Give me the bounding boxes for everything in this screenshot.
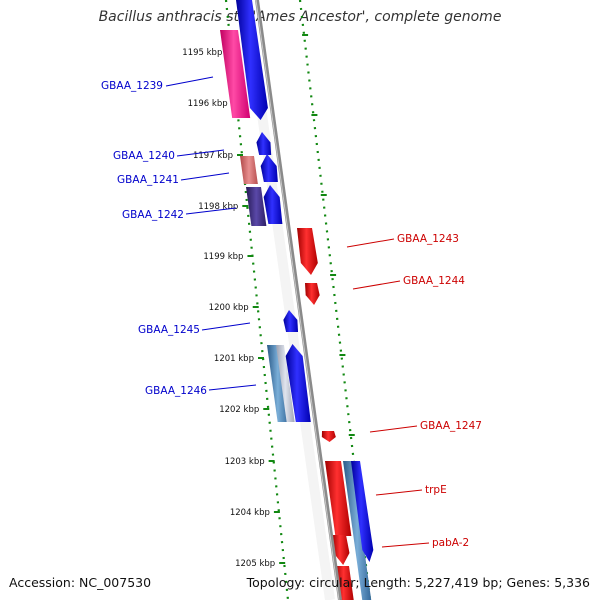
gene-steel-right bbox=[343, 461, 372, 600]
accession-text: Accession: NC_007530 bbox=[9, 575, 152, 590]
gene-label-reverse: pabA-2 bbox=[432, 537, 469, 549]
tick-label: 1200 kbp bbox=[209, 303, 249, 313]
gene-silver bbox=[276, 345, 295, 422]
genome-backbone-shine bbox=[255, 0, 340, 600]
gene-blue-right bbox=[351, 461, 374, 562]
gene-label-reverse: GBAA_1243 bbox=[397, 233, 459, 245]
tick-label: 1198 kbp bbox=[198, 202, 238, 212]
gene-labels: GBAA_1239 GBAA_1240 GBAA_1241 GBAA_1242 GBAA… bbox=[101, 76, 482, 549]
gene-gbaa-1247 bbox=[321, 431, 336, 442]
gene-gbaa-1240 bbox=[256, 132, 272, 155]
genome-summary-text: Topology: circular; Length: 5,227,419 bp… bbox=[246, 575, 590, 590]
gene-features bbox=[220, 0, 374, 600]
gene-blue-upper bbox=[236, 0, 268, 120]
gene-gbaa-1243 bbox=[297, 228, 318, 275]
gene-gbaa-1246 bbox=[267, 345, 289, 422]
gene-label-reverse: GBAA_1247 bbox=[420, 420, 482, 432]
gene-gbaa-1244 bbox=[305, 283, 320, 305]
label-leader-line bbox=[346, 238, 395, 248]
genome-backbone bbox=[255, 0, 342, 600]
tick-label: 1197 kbp bbox=[193, 151, 233, 161]
tick-label: 1205 kbp bbox=[235, 559, 275, 569]
gene-blue-b bbox=[263, 185, 283, 224]
gene-label-reverse: GBAA_1244 bbox=[403, 275, 465, 287]
gene-gbaa-1241 bbox=[240, 156, 258, 184]
tick-label: 1201 kbp bbox=[214, 354, 254, 364]
gene-label-forward: GBAA_1239 bbox=[101, 80, 163, 92]
gene-label-forward: GBAA_1246 bbox=[145, 385, 207, 397]
tick-label: 1199 kbp bbox=[203, 252, 243, 262]
gene-trpe bbox=[325, 461, 352, 536]
label-leader-line bbox=[375, 489, 423, 496]
tick-label: 1195 kbp bbox=[182, 48, 222, 58]
tick-marks: 1195 kbp 1196 kbp 1197 kbp 1198 kbp 1199 kbp… bbox=[182, 34, 365, 569]
tick-label: 1204 kbp bbox=[230, 508, 270, 518]
label-leader-line bbox=[165, 76, 214, 87]
tick-label: 1203 kbp bbox=[225, 457, 265, 467]
gene-gbaa-1245 bbox=[283, 310, 299, 332]
map-title: Bacillus anthracis str. 'Ames Ancestor',… bbox=[98, 9, 502, 25]
gene-label-forward: GBAA_1245 bbox=[138, 324, 200, 336]
label-leader-line bbox=[208, 384, 257, 391]
label-leader-line bbox=[176, 149, 225, 157]
gene-gbaa-1239 bbox=[220, 30, 251, 118]
label-leader-line bbox=[201, 322, 251, 331]
gene-pabA-2 bbox=[332, 535, 350, 565]
gene-label-forward: GBAA_1241 bbox=[117, 174, 179, 186]
label-leader-line bbox=[185, 207, 237, 215]
gene-blue-c bbox=[285, 344, 311, 422]
label-leader-line bbox=[381, 542, 430, 548]
gene-blue-a bbox=[260, 154, 278, 182]
gene-gbaa-1242 bbox=[246, 187, 267, 226]
label-leader-line bbox=[180, 172, 230, 181]
tick-label: 1196 kbp bbox=[188, 99, 228, 109]
tick-label: 1202 kbp bbox=[219, 405, 259, 415]
label-leader-line bbox=[352, 280, 401, 290]
gene-label-forward: GBAA_1240 bbox=[113, 150, 175, 162]
gene-label-forward: GBAA_1242 bbox=[122, 209, 184, 221]
gene-label-reverse: trpE bbox=[425, 484, 447, 496]
label-leader-line bbox=[369, 425, 418, 433]
